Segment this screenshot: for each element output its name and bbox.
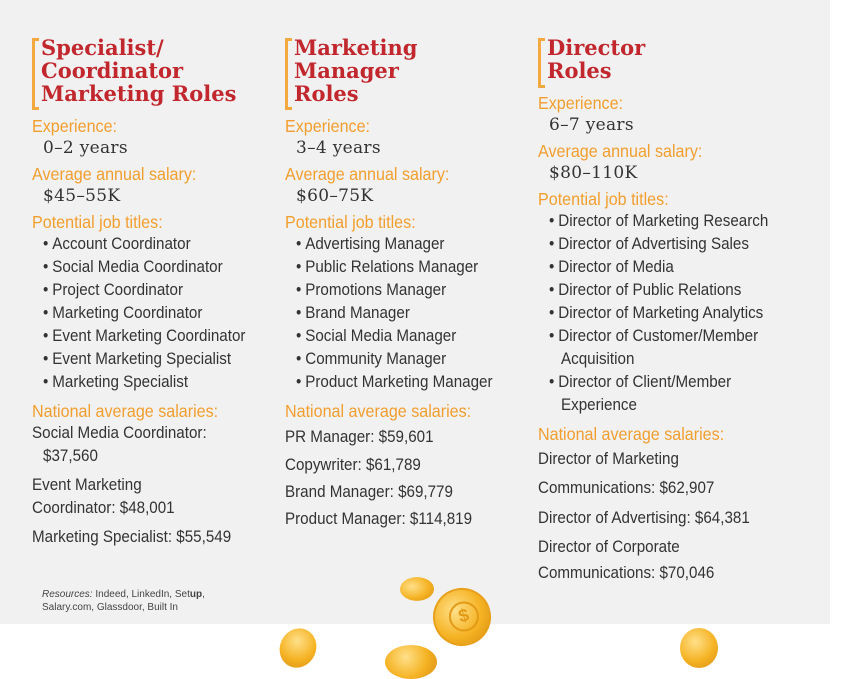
heading-bracket (32, 38, 39, 110)
experience-value: 0–2 years (43, 138, 128, 158)
national-salary-line: Brand Manager: $69,779 (285, 483, 453, 501)
national-salaries-label: National average salaries: (285, 401, 472, 421)
salary-label: Average annual salary: (538, 141, 703, 161)
list-item: • Director of Advertising Sales (549, 235, 749, 253)
job-titles-list: • Director of Marketing Research • Directo… (538, 210, 798, 417)
experience-label: Experience: (285, 116, 371, 136)
salary-value: $45–55K (43, 186, 121, 206)
list-item: • Promotions Manager (296, 281, 447, 299)
list-item: • Product Marketing Manager (296, 373, 493, 391)
national-salary-line: Marketing Specialist: $55,549 (32, 528, 232, 546)
coin-icon (385, 645, 437, 679)
job-titles-label: Potential job titles: (32, 212, 163, 232)
national-salary-line: PR Manager: $59,601 (285, 428, 434, 446)
right-margin (830, 0, 849, 662)
list-item: • Event Marketing Coordinator (43, 327, 246, 345)
column-title: Specialist/ Coordinator Marketing Roles (41, 36, 272, 105)
job-titles-label: Potential job titles: (285, 212, 416, 232)
title-line: Coordinator (41, 58, 184, 83)
salary-value: $60–75K (296, 186, 374, 206)
list-item: • Project Coordinator (43, 281, 184, 299)
list-item: • Account Coordinator (43, 235, 191, 253)
resources-note: Resources: Indeed, LinkedIn, Setup, Sala… (42, 588, 242, 614)
national-salary-line: Director of Marketing (538, 450, 679, 468)
resources-comma: , (202, 589, 205, 600)
experience-label: Experience: (32, 116, 118, 136)
job-titles-list: • Advertising Manager • Public Relations M… (285, 233, 525, 394)
infographic-panel (0, 0, 830, 624)
experience-value: 3–4 years (296, 138, 381, 158)
heading-bracket (538, 38, 545, 88)
salary-label: Average annual salary: (32, 164, 197, 184)
experience-value: 6–7 years (549, 115, 634, 135)
coin-icon (680, 628, 718, 668)
column-title: Director Roles (547, 36, 798, 82)
national-salary-line: $37,560 (43, 447, 98, 465)
column-heading: Marketing Manager Roles (285, 36, 525, 110)
title-line: Roles (294, 81, 359, 106)
column-heading: Director Roles (538, 36, 798, 88)
list-item: • Director of Public Relations (549, 281, 742, 299)
list-item: • Public Relations Manager (296, 258, 479, 276)
national-salary-line: Social Media Coordinator: (32, 424, 207, 442)
salary-value: $80–110K (549, 163, 638, 183)
list-item: • Director of Media (549, 258, 674, 276)
resources-prefix: Resources: (42, 589, 93, 600)
list-item: • Advertising Manager (296, 235, 445, 253)
resources-bold: up (189, 589, 203, 600)
job-titles-label: Potential job titles: (538, 189, 669, 209)
title-line: Specialist/ (41, 35, 164, 60)
list-item: • Director of Client/Member (549, 373, 732, 391)
title-line: Director (547, 35, 646, 60)
title-line: Marketing (294, 35, 418, 60)
national-salaries-label: National average salaries: (538, 424, 725, 444)
column-specialist: Specialist/ Coordinator Marketing Roles … (32, 36, 272, 549)
national-salary-line: Director of Corporate (538, 538, 680, 556)
list-item: • Brand Manager (296, 304, 410, 322)
national-salary-line: Director of Advertising: $64,381 (538, 509, 750, 527)
coin-icon (273, 622, 323, 674)
national-salary-line: Copywriter: $61,789 (285, 456, 421, 474)
job-titles-list: • Account Coordinator • Social Media Coord… (32, 233, 272, 394)
list-item: • Social Media Manager (296, 327, 457, 345)
list-item: Acquisition (561, 350, 635, 368)
column-manager: Marketing Manager Roles Experience: 3–4 … (285, 36, 525, 532)
list-item: • Director of Marketing Analytics (549, 304, 764, 322)
national-salary-line: Communications: $62,907 (538, 479, 715, 497)
title-line: Manager (294, 58, 399, 83)
national-salary-line: Communications: $70,046 (538, 564, 715, 582)
resources-text: Indeed, LinkedIn, Set (92, 589, 190, 600)
column-director: Director Roles Experience: 6–7 years Ave… (538, 36, 798, 585)
list-item: • Marketing Specialist (43, 373, 189, 391)
list-item: • Director of Marketing Research (549, 212, 769, 230)
column-title: Marketing Manager Roles (294, 36, 525, 105)
list-item: • Community Manager (296, 350, 447, 368)
title-line: Roles (547, 58, 612, 83)
title-line: Marketing Roles (41, 81, 237, 106)
resources-line2: Salary.com, Glassdoor, Built In (42, 602, 178, 613)
list-item: • Director of Customer/Member (549, 327, 759, 345)
list-item: Experience (561, 396, 637, 414)
national-salary-line: Coordinator: $48,001 (32, 499, 175, 517)
national-salaries-label: National average salaries: (32, 401, 219, 421)
list-item: • Marketing Coordinator (43, 304, 203, 322)
salary-label: Average annual salary: (285, 164, 450, 184)
experience-label: Experience: (538, 93, 624, 113)
column-heading: Specialist/ Coordinator Marketing Roles (32, 36, 272, 110)
list-item: • Event Marketing Specialist (43, 350, 232, 368)
national-salary-line: Event Marketing (32, 476, 142, 494)
national-salary-line: Product Manager: $114,819 (285, 510, 473, 528)
heading-bracket (285, 38, 292, 110)
list-item: • Social Media Coordinator (43, 258, 223, 276)
